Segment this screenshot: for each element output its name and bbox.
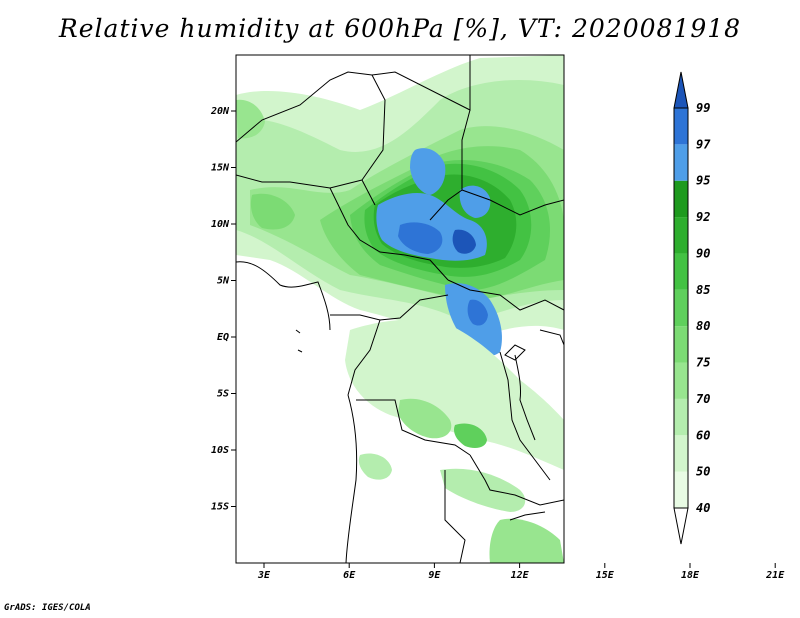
colorbar-swatch <box>674 398 688 436</box>
credit-label: GrADS: IGES/COLA <box>4 603 91 613</box>
colorbar: 40 50 60 70 75 80 85 90 92 95 97 99 <box>673 71 711 545</box>
colorbar-swatch <box>674 108 688 145</box>
colorbar-label: 85 <box>696 283 710 297</box>
colorbar-label: 95 <box>696 174 710 188</box>
colorbar-label: 40 <box>696 501 710 515</box>
lon-tick-label: 21E <box>765 570 785 581</box>
lat-tick-label: 20N <box>210 106 230 117</box>
map-frame <box>235 54 565 564</box>
country-borders <box>236 55 564 563</box>
colorbar-under-arrow <box>673 507 689 545</box>
colorbar-frame <box>673 107 689 509</box>
colorbar-label: 60 <box>696 428 710 442</box>
lon-tick-label: 6E <box>343 570 356 581</box>
lon-tick-label: 18E <box>681 570 700 581</box>
colorbar-label: 80 <box>696 319 710 333</box>
lon-tick-label: 9E <box>428 570 441 581</box>
colorbar-swatch <box>674 180 688 218</box>
lat-tick-label: 10S <box>211 445 229 456</box>
lon-tick-label: 3E <box>257 570 271 581</box>
colorbar-label: 97 <box>696 137 711 151</box>
colorbar-label: 90 <box>696 246 710 260</box>
lat-tick-label: 10N <box>211 219 230 230</box>
lon-tick-label: 12E <box>511 570 530 581</box>
colorbar-swatch <box>674 471 688 508</box>
colorbar-label: 99 <box>696 101 710 115</box>
colorbar-swatch <box>674 217 688 254</box>
colorbar-swatch <box>674 326 688 363</box>
humidity-field <box>236 55 564 563</box>
colorbar-label: 75 <box>696 356 710 370</box>
colorbar-swatch <box>674 362 688 399</box>
colorbar-over-arrow <box>673 71 689 109</box>
lat-tick-label: 5N <box>217 276 230 287</box>
colorbar-swatch <box>674 289 688 327</box>
colorbar-swatch <box>674 144 688 181</box>
colorbar-label: 50 <box>696 465 710 479</box>
map-title: Relative humidity at 600hPa [%], VT: 202… <box>58 14 742 43</box>
lat-tick-label: 5S <box>217 389 229 400</box>
colorbar-label: 92 <box>696 210 710 224</box>
lat-tick-label: EQ <box>217 332 229 343</box>
lat-tick-label: 15S <box>211 502 229 513</box>
colorbar-label: 70 <box>696 392 710 406</box>
colorbar-swatch <box>674 253 688 290</box>
latitude-axis: 20N 15N 10N 5N EQ 5S 10S 15S <box>210 106 236 513</box>
colorbar-swatch <box>674 435 688 472</box>
longitude-axis: 3E6E9E12E15E18E21E24E27E30E33E <box>257 563 785 581</box>
lon-tick-label: 15E <box>596 570 615 581</box>
lat-tick-label: 15N <box>211 163 230 174</box>
